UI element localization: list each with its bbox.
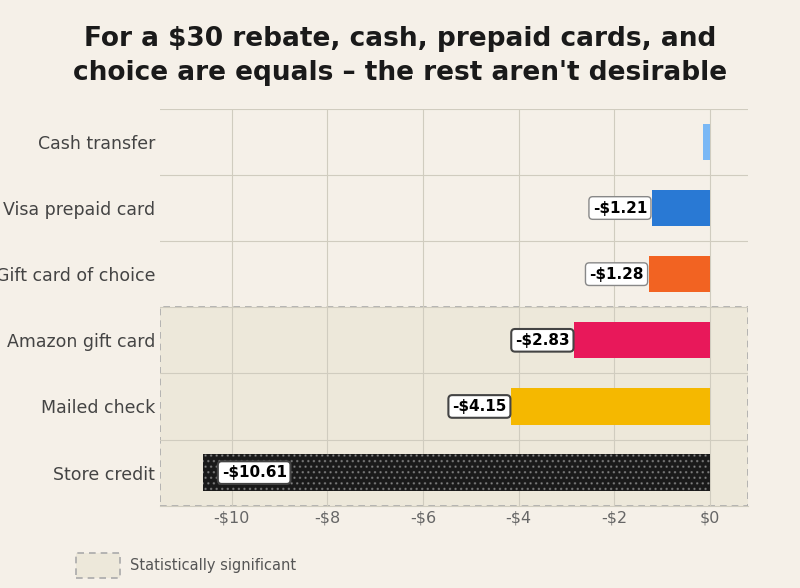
Bar [202, 455, 710, 491]
Text: -$4.15: -$4.15 [452, 399, 506, 414]
FancyBboxPatch shape [160, 308, 748, 506]
Bar [652, 190, 710, 226]
Text: For a $30 rebate, cash, prepaid cards, and
choice are equals – the rest aren't d: For a $30 rebate, cash, prepaid cards, a… [73, 26, 727, 86]
Bar [649, 256, 710, 292]
Bar [511, 388, 710, 425]
Bar [574, 322, 710, 359]
Text: -$10.61: -$10.61 [222, 465, 286, 480]
Bar [202, 455, 710, 491]
Text: -$1.21: -$1.21 [593, 201, 647, 216]
Text: -$2.83: -$2.83 [515, 333, 570, 348]
Text: -$1.28: -$1.28 [590, 266, 644, 282]
Text: Statistically significant: Statistically significant [130, 558, 296, 573]
Bar [702, 123, 710, 160]
